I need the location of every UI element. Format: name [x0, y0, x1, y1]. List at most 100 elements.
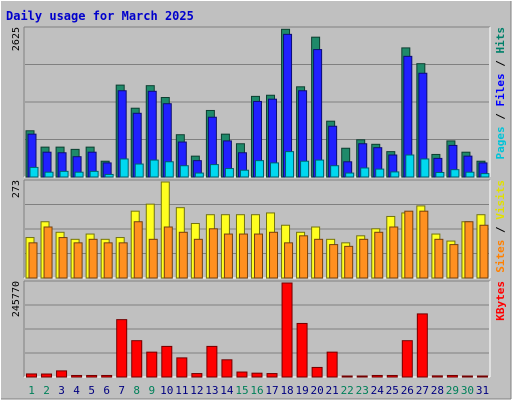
bar-visits-sites-day-3 [58, 237, 68, 279]
bar-hits-pages-day-20 [315, 159, 325, 178]
bar-kbytes-kbytes-day-4 [71, 374, 83, 378]
bar-hits-pages-day-9 [149, 159, 159, 178]
legend-kbytes: KBytes [494, 281, 507, 321]
y-max-label-visits: 273 [11, 180, 22, 198]
bar-hits-pages-day-19 [300, 160, 310, 178]
bar-visits-sites-day-22 [344, 245, 354, 279]
legend-segment: Files [494, 73, 507, 106]
bar-kbytes-kbytes-day-2 [41, 373, 53, 378]
x-tick-label-31: 31 [476, 384, 489, 397]
bar-hits-pages-day-28 [435, 171, 445, 178]
x-tick-label-4: 4 [73, 384, 80, 397]
bar-hits-pages-day-22 [345, 172, 355, 178]
x-tick-label-15: 15 [235, 384, 248, 397]
bar-kbytes-kbytes-day-9 [146, 351, 158, 378]
x-tick-label-2: 2 [43, 384, 50, 397]
bar-kbytes-kbytes-day-1 [26, 373, 37, 378]
bar-visits-sites-day-21 [329, 244, 339, 279]
x-tick-label-7: 7 [118, 384, 125, 397]
bar-visits-sites-day-19 [299, 235, 309, 279]
x-tick-label-30: 30 [461, 384, 474, 397]
x-tick-label-11: 11 [175, 384, 188, 397]
bar-hits-pages-day-29 [450, 169, 460, 178]
series-hits-pages [29, 151, 490, 178]
bar-hits-pages-day-24 [375, 168, 385, 178]
legend-segment: Pages [494, 126, 507, 159]
bar-hits-pages-day-16 [254, 160, 264, 178]
legend-segment: Hits [494, 27, 507, 54]
bar-hits-pages-day-4 [74, 171, 84, 178]
bar-visits-sites-day-15 [238, 233, 248, 279]
bar-hits-pages-day-30 [465, 171, 475, 178]
bar-visits-sites-day-28 [434, 238, 444, 279]
bar-kbytes-kbytes-day-13 [206, 345, 218, 378]
bar-visits-sites-day-29 [449, 244, 459, 279]
x-tick-label-26: 26 [401, 384, 414, 397]
bar-hits-pages-day-6 [104, 173, 114, 178]
bar-visits-sites-day-2 [43, 226, 53, 279]
bar-visits-sites-day-1 [28, 242, 38, 279]
bar-kbytes-kbytes-day-6 [101, 374, 113, 378]
legend-segment: Sites [494, 240, 507, 273]
x-tick-label-17: 17 [265, 384, 278, 397]
x-tick-label-14: 14 [220, 384, 234, 397]
x-tick-label-3: 3 [58, 384, 65, 397]
bar-kbytes-kbytes-day-21 [326, 351, 338, 378]
bar-kbytes-kbytes-day-17 [266, 373, 278, 378]
x-tick-label-12: 12 [190, 384, 203, 397]
bar-kbytes-kbytes-day-18 [281, 282, 293, 378]
bar-kbytes-kbytes-day-11 [176, 357, 188, 378]
x-tick-label-20: 20 [311, 384, 324, 397]
x-tick-label-21: 21 [326, 384, 339, 397]
legend-segment: / [494, 107, 507, 127]
bar-kbytes-kbytes-day-29 [446, 374, 458, 378]
bar-visits-sites-day-14 [223, 233, 233, 279]
bar-hits-pages-day-5 [89, 170, 99, 178]
bar-visits-sites-day-24 [374, 231, 384, 279]
bar-kbytes-kbytes-day-23 [356, 375, 368, 378]
bar-hits-pages-day-23 [360, 167, 370, 178]
y-max-label-hits: 2625 [11, 27, 22, 51]
bar-kbytes-kbytes-day-27 [416, 313, 428, 378]
bar-hits-pages-day-10 [164, 161, 174, 178]
panel-visits: 273 Sites / Visits [11, 179, 507, 279]
bar-kbytes-kbytes-day-30 [461, 375, 473, 378]
panel-kbytes: 245770 KBytes [11, 280, 507, 378]
x-tick-label-13: 13 [205, 384, 218, 397]
legend-segment: KBytes [494, 281, 507, 321]
bar-kbytes-kbytes-day-14 [221, 359, 233, 378]
bar-hits-pages-day-31 [480, 173, 490, 178]
bar-hits-pages-day-13 [209, 164, 219, 178]
bar-hits-pages-day-3 [59, 170, 69, 178]
bar-kbytes-kbytes-day-28 [431, 375, 443, 378]
bar-visits-sites-day-16 [253, 233, 263, 279]
x-axis-tick-labels: 1 2 3 4 5 6 7 8 9 10 11 12 13 14 15 16 17 18 19 20 21 22 23 24 2… [28, 384, 489, 397]
bar-kbytes-kbytes-day-3 [56, 370, 68, 378]
x-tick-label-24: 24 [371, 384, 385, 397]
bar-hits-pages-day-21 [330, 165, 340, 178]
bar-visits-sites-day-8 [133, 221, 143, 279]
bar-kbytes-kbytes-day-24 [371, 374, 383, 378]
x-tick-label-9: 9 [148, 384, 155, 397]
bar-visits-sites-day-7 [118, 242, 128, 279]
bar-kbytes-kbytes-day-16 [251, 372, 263, 378]
bar-hits-pages-day-18 [285, 151, 295, 178]
bar-visits-sites-day-12 [193, 238, 203, 279]
x-tick-label-22: 22 [341, 384, 354, 397]
bar-kbytes-kbytes-day-19 [296, 322, 308, 378]
bar-kbytes-kbytes-day-20 [311, 366, 323, 378]
bar-hits-pages-day-7 [119, 158, 129, 178]
bar-visits-sites-day-27 [419, 210, 429, 279]
chart-panels: 2625 Pages / Files / Hits 273 Sites / Visit… [11, 26, 507, 378]
bar-visits-sites-day-26 [404, 210, 414, 279]
y-max-label-kbytes: 245770 [11, 281, 22, 317]
series-hits-files [27, 33, 488, 178]
x-tick-label-19: 19 [295, 384, 308, 397]
bar-visits-sites-day-10 [163, 226, 173, 279]
bar-visits-sites-day-17 [269, 231, 279, 279]
x-tick-label-18: 18 [280, 384, 293, 397]
bar-kbytes-kbytes-day-7 [116, 319, 128, 378]
bar-kbytes-kbytes-day-25 [386, 374, 398, 378]
bar-kbytes-kbytes-day-8 [131, 340, 143, 378]
